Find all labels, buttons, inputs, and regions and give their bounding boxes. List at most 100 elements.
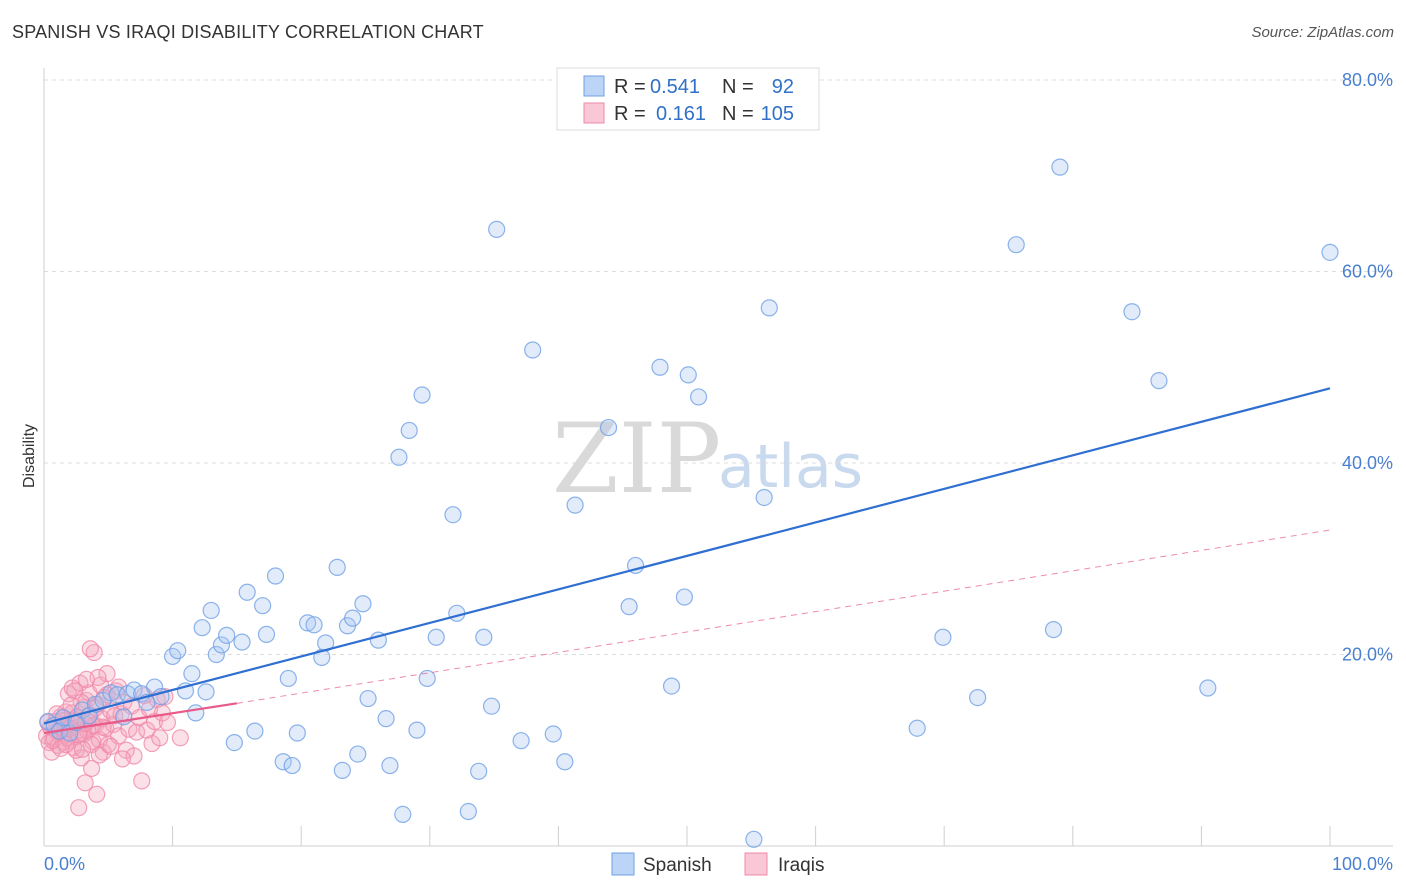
spanish-point (225, 733, 243, 752)
spanish-point (246, 722, 264, 740)
spanish-point (1051, 158, 1069, 176)
iraqis-point (90, 746, 108, 764)
spanish-point (328, 558, 346, 576)
iraqis-point (81, 640, 99, 658)
spanish-point (193, 619, 211, 637)
spanish-point (544, 725, 562, 743)
correlation-legend: R = 0.541 N = 92 R = 0.161 N = 105 (556, 67, 820, 131)
spanish-point (125, 681, 143, 699)
spanish-point (344, 609, 362, 627)
spanish-points (39, 158, 1339, 848)
spanish-point (689, 388, 708, 406)
spanish-point (400, 421, 418, 440)
iraqis-point (98, 665, 116, 683)
spanish-point (482, 697, 501, 715)
spanish-point (283, 756, 301, 775)
spanish-point (381, 756, 399, 775)
y-tick-label: 80.0% (1342, 70, 1393, 90)
spanish-point (288, 724, 306, 742)
y-tick-labels: 20.0% 40.0% 60.0% 80.0% (1342, 70, 1393, 665)
spanish-point (233, 633, 251, 651)
spanish-point (202, 601, 220, 620)
spanish-point (969, 688, 987, 707)
spanish-point (488, 220, 506, 238)
bottom-legend-label-spanish: Spanish (643, 855, 712, 876)
spanish-point (1199, 679, 1217, 697)
y-tick-label: 20.0% (1342, 645, 1393, 665)
spanish-point (760, 299, 778, 317)
legend-n-label-spanish: N = (722, 76, 754, 98)
legend-r-value-iraqis: 0.161 (656, 103, 706, 125)
spanish-point (359, 689, 377, 708)
spanish-point (390, 448, 408, 466)
spanish-trend-line (43, 387, 1331, 725)
spanish-point (218, 626, 236, 644)
spanish-point (556, 753, 574, 771)
chart-title: SPANISH VS IRAQI DISABILITY CORRELATION … (12, 22, 484, 42)
chart-source: Source: ZipAtlas.com (1251, 24, 1394, 41)
spanish-point (444, 506, 462, 524)
spanish-point (599, 418, 618, 437)
spanish-point (333, 761, 351, 779)
spanish-point (566, 496, 584, 514)
iraqis-point (158, 713, 177, 732)
iraqis-point (106, 707, 124, 725)
spanish-point (197, 683, 215, 701)
y-tick-label: 40.0% (1342, 453, 1393, 473)
spanish-point (470, 762, 488, 780)
spanish-point (238, 583, 256, 601)
bottom-legend-label-iraqis: Iraqis (778, 855, 824, 876)
series-legend: Spanish Iraqis (611, 852, 824, 876)
legend-r-label-iraqis: R = (614, 103, 646, 125)
iraqis-point (171, 729, 189, 747)
spanish-point (512, 732, 530, 750)
spanish-point (274, 753, 292, 771)
y-tick-label: 60.0% (1342, 262, 1393, 282)
spanish-point (662, 677, 681, 695)
iraqis-trend-line-extrapolated (236, 529, 1331, 704)
iraqis-point (133, 772, 151, 790)
gridlines (44, 79, 1393, 655)
spanish-point (679, 366, 697, 384)
x-ticks (172, 826, 1331, 846)
spanish-point (651, 358, 669, 376)
spanish-point (620, 598, 638, 616)
spanish-point (1007, 236, 1025, 254)
iraqis-point (151, 729, 169, 747)
spanish-point (524, 341, 542, 359)
legend-n-label-iraqis: N = (722, 103, 754, 125)
spanish-point (183, 665, 201, 683)
spanish-point (1150, 372, 1168, 390)
iraqis-point (102, 737, 120, 756)
spanish-point (207, 645, 225, 664)
legend-swatch-iraqis (583, 102, 605, 124)
spanish-point (279, 669, 297, 688)
spanish-point (1321, 243, 1339, 261)
spanish-point (102, 684, 120, 702)
spanish-point (408, 721, 426, 739)
spanish-point (459, 802, 477, 821)
spanish-point (394, 805, 412, 824)
spanish-point (934, 628, 952, 646)
spanish-point (755, 488, 773, 507)
iraqis-point (82, 759, 101, 778)
spanish-point (212, 636, 231, 654)
iraqis-trend-line (43, 702, 238, 735)
spanish-point (169, 642, 187, 660)
watermark-zip: ZIP (552, 403, 721, 515)
spanish-point (427, 628, 445, 646)
legend-n-value-iraqis: 105 (761, 103, 794, 125)
spanish-point (305, 616, 323, 634)
spanish-point (349, 745, 367, 763)
watermark-atlas: atlas (718, 432, 863, 502)
spanish-point (266, 567, 285, 585)
spanish-point (299, 614, 317, 632)
y-axis-label: Disability (21, 424, 38, 488)
bottom-legend-swatch-spanish (611, 852, 635, 876)
spanish-point (1044, 621, 1063, 639)
trend-lines (43, 387, 1331, 735)
iraqis-point (88, 785, 106, 803)
bottom-legend-swatch-iraqis (744, 852, 768, 876)
iraqis-point (77, 670, 96, 688)
